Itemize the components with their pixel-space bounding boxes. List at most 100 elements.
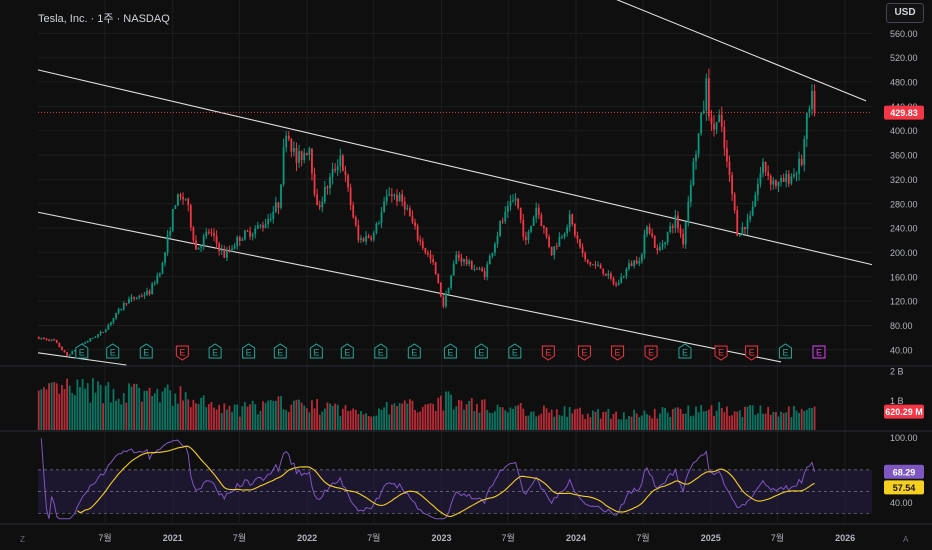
- candle-body: [481, 268, 483, 272]
- earnings-marker[interactable]: E: [340, 343, 354, 359]
- symbol-title[interactable]: Tesla, Inc. · 1주 · NASDAQ: [38, 13, 170, 25]
- earnings-marker[interactable]: E: [644, 345, 658, 361]
- log-scale-toggle[interactable]: Z: [20, 535, 25, 544]
- earnings-marker[interactable]: E: [242, 343, 256, 359]
- volume-bar: [630, 416, 633, 430]
- candle-body: [205, 231, 208, 236]
- volume-bar: [517, 405, 520, 430]
- earnings-marker[interactable]: E: [443, 343, 457, 359]
- candle-body: [421, 241, 424, 249]
- earnings-marker[interactable]: E: [812, 345, 826, 359]
- candle-body: [383, 201, 386, 213]
- volume-bar: [561, 415, 563, 430]
- price-tick-label: 280.00: [890, 199, 918, 209]
- rsi-tick-label: 100.00: [890, 433, 918, 443]
- candle-body: [470, 260, 473, 270]
- earnings-marker[interactable]: E: [273, 343, 287, 359]
- candle-body: [555, 246, 558, 248]
- volume-bar: [545, 408, 548, 430]
- earnings-marker[interactable]: E: [577, 345, 591, 361]
- volume-bar: [772, 411, 775, 430]
- candle-body: [491, 252, 494, 257]
- candle-body: [576, 235, 579, 239]
- volume-bar: [81, 378, 84, 430]
- volume-bar: [385, 401, 388, 430]
- candle-body: [362, 238, 365, 242]
- candle-body: [615, 283, 617, 286]
- candle-body: [148, 290, 151, 295]
- candle-body: [537, 207, 540, 216]
- candle-body: [677, 215, 679, 229]
- candle-body: [341, 155, 344, 172]
- candle-body: [772, 180, 775, 185]
- channel-upper[interactable]: [340, 0, 867, 102]
- candle-body: [254, 228, 257, 235]
- candle-body: [42, 338, 45, 340]
- candle-body: [774, 180, 777, 186]
- earnings-marker[interactable]: E: [208, 343, 222, 359]
- earnings-marker[interactable]: E: [374, 343, 388, 359]
- volume-bar: [728, 415, 731, 430]
- candle-body: [751, 206, 754, 216]
- trend-channels[interactable]: [37, 0, 873, 366]
- candle-body: [790, 176, 793, 184]
- earnings-marker[interactable]: E: [508, 343, 522, 359]
- candle-body: [512, 200, 514, 202]
- earnings-marker[interactable]: E: [309, 343, 323, 359]
- channel-lower[interactable]: [37, 211, 782, 363]
- candle-body: [349, 187, 352, 206]
- candle-body: [782, 178, 785, 182]
- candle-body: [463, 259, 465, 262]
- volume-bar: [171, 405, 174, 430]
- candle-body: [656, 247, 659, 251]
- volume-bar: [532, 411, 535, 430]
- candle-body: [604, 273, 607, 276]
- earnings-marker[interactable]: E: [678, 343, 692, 359]
- earnings-marker[interactable]: E: [106, 343, 120, 359]
- earnings-marker[interactable]: E: [745, 345, 759, 361]
- volume-bar: [295, 399, 298, 430]
- earnings-marker[interactable]: E: [714, 345, 728, 361]
- candle-body: [679, 228, 682, 234]
- earnings-marker[interactable]: E: [778, 343, 792, 359]
- volume-bar: [424, 404, 427, 430]
- auto-scale-toggle[interactable]: A: [903, 535, 909, 544]
- earnings-label: E: [512, 348, 518, 358]
- candle-body: [403, 201, 406, 210]
- time-tick-label: 7월: [367, 532, 380, 543]
- volume-bar: [228, 405, 231, 430]
- volume-bar: [326, 402, 329, 430]
- earnings-marker[interactable]: E: [541, 345, 555, 361]
- earnings-marker[interactable]: E: [75, 343, 89, 359]
- volume-bar: [666, 412, 669, 430]
- earnings-marker[interactable]: E: [175, 345, 189, 361]
- candle-body: [646, 226, 648, 235]
- candle-body: [622, 275, 625, 277]
- candle-body: [702, 110, 705, 113]
- volume-bar: [419, 411, 422, 430]
- volume-bar: [249, 404, 251, 430]
- channel-bottom[interactable]: [37, 352, 127, 366]
- time-axis[interactable]: 7월 2021 7월 2022 7월 2023 7월 2024 7월 2025 7월 2026: [98, 532, 855, 543]
- channel-middle[interactable]: [37, 69, 873, 266]
- volume-bar: [99, 384, 102, 430]
- volume-bar: [357, 414, 360, 430]
- earnings-marker[interactable]: E: [407, 343, 421, 359]
- volume-bar: [460, 400, 463, 430]
- earnings-marker[interactable]: E: [611, 345, 625, 361]
- candle-body: [375, 223, 378, 233]
- earnings-marker[interactable]: E: [139, 343, 153, 359]
- candle-body: [697, 133, 700, 155]
- currency-button[interactable]: USD: [886, 3, 924, 23]
- candle-body: [811, 90, 813, 109]
- volume-bar: [671, 409, 674, 430]
- candle-body: [256, 225, 259, 229]
- candle-body: [66, 352, 68, 356]
- candle-body: [726, 148, 728, 162]
- volume-bar: [478, 412, 481, 430]
- candle-body: [723, 126, 726, 149]
- earnings-marker[interactable]: E: [474, 343, 488, 359]
- candle-body: [164, 252, 166, 263]
